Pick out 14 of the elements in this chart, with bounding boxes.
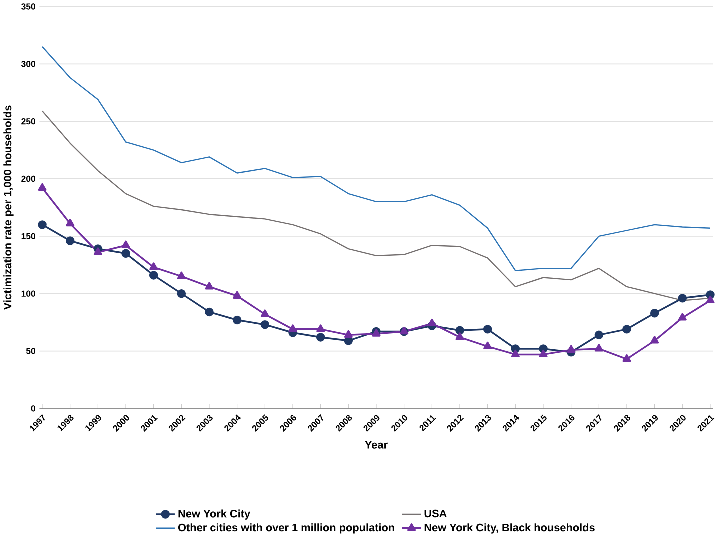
legend-label: USA: [424, 510, 447, 518]
legend-label: New York City: [178, 510, 251, 520]
y-tick-label: 0: [31, 406, 36, 412]
y-tick-label: 300: [22, 61, 36, 68]
y-tick-label: 350: [22, 4, 36, 10]
y-tick-label: 250: [22, 118, 36, 125]
legend-label: Other cities with over 1 million population: [178, 524, 394, 534]
y-tick-label: 200: [22, 176, 36, 182]
x-axis-title: Year: [365, 441, 388, 450]
y-tick-label: 100: [22, 290, 36, 298]
legend-label: New York City, Black households: [424, 524, 595, 534]
y-tick-label: 50: [26, 348, 36, 355]
y-axis-title: Victimization rate per 1,000 households: [4, 106, 14, 310]
y-tick-label: 150: [22, 234, 36, 240]
